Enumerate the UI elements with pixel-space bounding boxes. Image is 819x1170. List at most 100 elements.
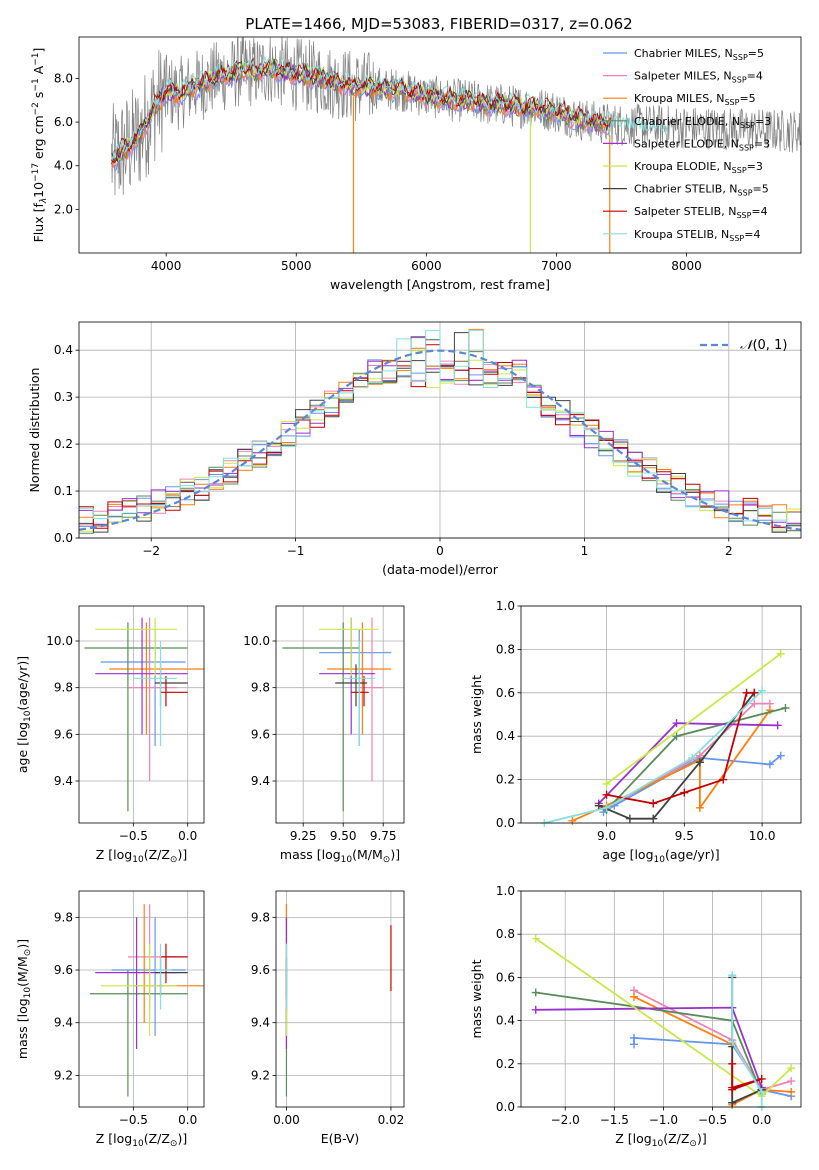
y-axis-label-part: )] <box>15 939 30 949</box>
legend-entry-kroupa-miles: Kroupa MILES, NSSP=5 <box>603 92 756 107</box>
weight-point <box>757 1074 766 1083</box>
legend-n-prefix: , N <box>709 92 724 105</box>
legend-entry-kroupa-elodie: Kroupa ELODIE, NSSP=3 <box>603 160 763 175</box>
legend-n-eq: = <box>747 160 756 173</box>
errorbar-salpeter-miles <box>127 617 177 781</box>
x-axis-label: Z [log10(Z/Z⊙)] <box>615 1131 706 1149</box>
weight-point <box>695 803 704 812</box>
weight-line <box>606 702 770 809</box>
weight-point <box>728 1059 737 1068</box>
weight-point <box>728 971 737 980</box>
legend-n-value: 3 <box>763 137 770 150</box>
x-tick-label: 6000 <box>411 259 442 273</box>
legend-n-sub: SSP <box>738 189 753 198</box>
errorbar-chabrier-stelib <box>335 664 368 707</box>
y-tick-label: 0.8 <box>496 927 515 941</box>
y-tick-label: 0.4 <box>496 729 515 743</box>
y-tick-label: 1.0 <box>496 599 515 613</box>
axes-frame <box>78 605 205 824</box>
weight-point <box>728 1038 737 1047</box>
y-axis-label-part: (M/M <box>15 956 30 987</box>
weight-series-chabrier-stelib <box>594 688 759 823</box>
legend-n-eq: = <box>747 70 756 83</box>
x-axis-label: (data-model)/error <box>382 562 499 577</box>
axes-frame <box>78 321 802 539</box>
y-tick-label: 9.6 <box>54 727 73 741</box>
x-tick-label: −1.0 <box>649 1113 678 1127</box>
y-tick-label: 0.1 <box>54 484 73 498</box>
y-tick-label: 0.4 <box>496 1014 515 1028</box>
weight-point <box>719 775 728 784</box>
y-axis-label-part: −2 <box>31 102 41 115</box>
legend-label: Salpeter STELIB, NSSP=4 <box>634 205 768 220</box>
legend-entry-salpeter-stelib: Salpeter STELIB, NSSP=4 <box>603 205 768 220</box>
legend-n-value: 5 <box>757 47 764 60</box>
model-spectrum-chabrier-stelib <box>111 58 611 164</box>
weight-point <box>531 934 540 943</box>
x-axis-label: Z [log10(Z/Z⊙)] <box>96 1131 187 1149</box>
legend-n-eq: = <box>754 137 763 150</box>
y-tick-label: 0.6 <box>496 686 515 700</box>
y-tick-label: 9.6 <box>251 963 270 977</box>
y-axis-label-part: 10 <box>23 987 33 999</box>
legend-n-value: 5 <box>762 183 769 196</box>
weight-point <box>757 1087 766 1096</box>
y-tick-label: 9.6 <box>251 727 270 741</box>
x-axis-label-part: (Z/Z <box>144 847 170 862</box>
y-axis-label: Flux [fλ10−17 erg cm−2 s−1 A−1] <box>31 48 49 243</box>
y-axis-label-part: s <box>31 92 46 103</box>
weight-point <box>758 686 767 695</box>
weight-series-kroupa-elodie <box>602 649 785 788</box>
errorbar-kroupa-elodie <box>95 617 177 676</box>
histogram-kroupa-elodie <box>79 350 801 538</box>
legend-n-eq: = <box>744 228 753 241</box>
x-axis-label-part: age [log <box>602 847 653 862</box>
legend-series-name: Salpeter STELIB <box>634 205 721 218</box>
x-tick-label: −0.5 <box>698 1113 727 1127</box>
legend-n-eq: = <box>739 92 748 105</box>
age-vs-z-panel: −0.5 0.09.49.69.810.0Z [log10(Z/Z⊙)]age [… <box>15 605 205 865</box>
histogram-kroupa-stelib <box>79 329 801 538</box>
errorbar-salpeter-elodie <box>95 917 177 1050</box>
legend-entry-salpeter-elodie: Salpeter ELODIE, NSSP=3 <box>603 137 770 152</box>
y-tick-label: 0.4 <box>54 343 73 357</box>
y-axis-label: age [log10(age/yr)] <box>15 656 33 773</box>
weight-line <box>571 709 771 822</box>
y-tick-label: 0.3 <box>54 390 73 404</box>
x-axis-label-part: (age/yr)] <box>665 847 720 862</box>
legend-series-name: Chabrier MILES <box>634 47 718 60</box>
y-tick-label: 9.4 <box>54 774 73 788</box>
weight-point <box>787 1064 796 1073</box>
y-axis-label-part: erg cm <box>31 115 46 163</box>
y-tick-label: 8.0 <box>54 71 73 85</box>
y-axis-label: Normed distribution <box>27 368 42 493</box>
weight-point <box>602 803 611 812</box>
errorbar-salpeter-miles <box>359 617 384 781</box>
weight-point <box>672 732 681 741</box>
y-axis-label: mass weight <box>469 959 484 1038</box>
weight-series-salpeter-stelib <box>602 688 759 808</box>
x-tick-label: −2 <box>142 544 160 558</box>
legend-n-value: 4 <box>761 205 768 218</box>
y-tick-label: 10.0 <box>46 634 73 648</box>
y-tick-label: 0.2 <box>496 1057 515 1071</box>
y-axis-label: mass [log10(M/M⊙)] <box>15 939 33 1059</box>
legend-n-eq: = <box>753 183 762 196</box>
x-axis-label: E(B-V) <box>321 1131 360 1146</box>
legend-entry-kroupa-stelib: Kroupa STELIB, NSSP=4 <box>603 228 760 243</box>
weight-line <box>544 689 763 823</box>
y-axis-label-part: Flux [f <box>31 203 46 243</box>
y-tick-label: 0.0 <box>496 816 515 830</box>
legend-n-prefix: , N <box>724 137 739 150</box>
y-axis-label-part: age [log <box>15 722 30 773</box>
legend-label: Kroupa MILES, NSSP=5 <box>634 92 756 107</box>
x-axis-label: Z [log10(Z/Z⊙)] <box>96 847 187 865</box>
y-tick-label: 9.8 <box>251 910 270 924</box>
y-tick-label: 9.6 <box>54 963 73 977</box>
y-axis-label-part: (age/yr)] <box>15 656 30 711</box>
y-tick-label: 2.0 <box>54 202 73 216</box>
legend-label: Chabrier ELODIE, NSSP=3 <box>634 115 771 130</box>
errorbar-kroupa-stelib <box>155 943 172 1010</box>
x-tick-label: 9.50 <box>330 829 357 843</box>
